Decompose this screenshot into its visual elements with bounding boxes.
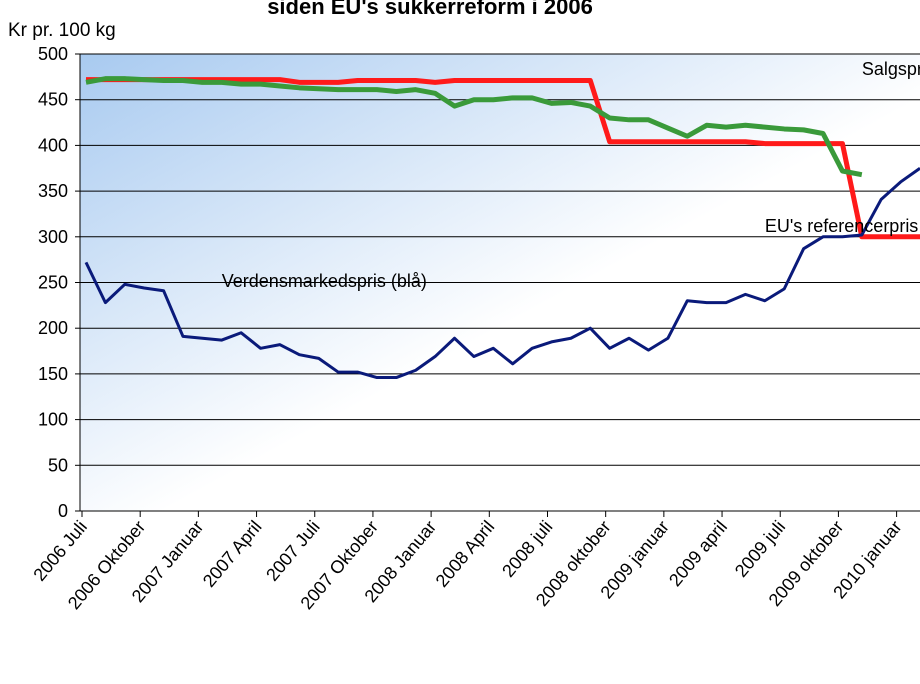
x-tick-label: 2009 juli — [731, 517, 789, 581]
series-line — [84, 167, 920, 380]
annotation: Salgspris virksomheder (grøn) — [862, 59, 920, 79]
y-tick-label: 300 — [38, 227, 68, 247]
series-line — [85, 76, 863, 178]
y-axis-label: Kr pr. 100 kg — [8, 20, 116, 41]
x-tick-label: 2007 Juli — [262, 517, 324, 585]
annotation: EU's referencerpris (rød) — [765, 216, 920, 236]
x-tick-label: 2006 Juli — [29, 517, 91, 585]
y-tick-label: 450 — [38, 90, 68, 110]
annotation: Verdensmarkedspris (blå) — [222, 271, 427, 291]
y-tick-label: 0 — [58, 501, 68, 521]
x-tick-label: 2007 April — [199, 517, 266, 591]
y-tick-label: 50 — [48, 455, 68, 475]
y-tick-label: 150 — [38, 364, 68, 384]
x-tick-label: 2009 april — [665, 517, 731, 590]
y-tick-label: 100 — [38, 410, 68, 430]
y-tick-label: 250 — [38, 273, 68, 293]
chart-title: siden EU's sukkerreform i 2006 — [267, 0, 593, 19]
x-tick-label: 2008 juli — [498, 517, 556, 581]
y-tick-label: 400 — [38, 135, 68, 155]
x-tick-label: 2008 April — [432, 517, 499, 591]
y-tick-label: 200 — [38, 318, 68, 338]
y-tick-label: 350 — [38, 181, 68, 201]
series-line — [86, 77, 920, 240]
y-tick-label: 500 — [38, 44, 68, 64]
